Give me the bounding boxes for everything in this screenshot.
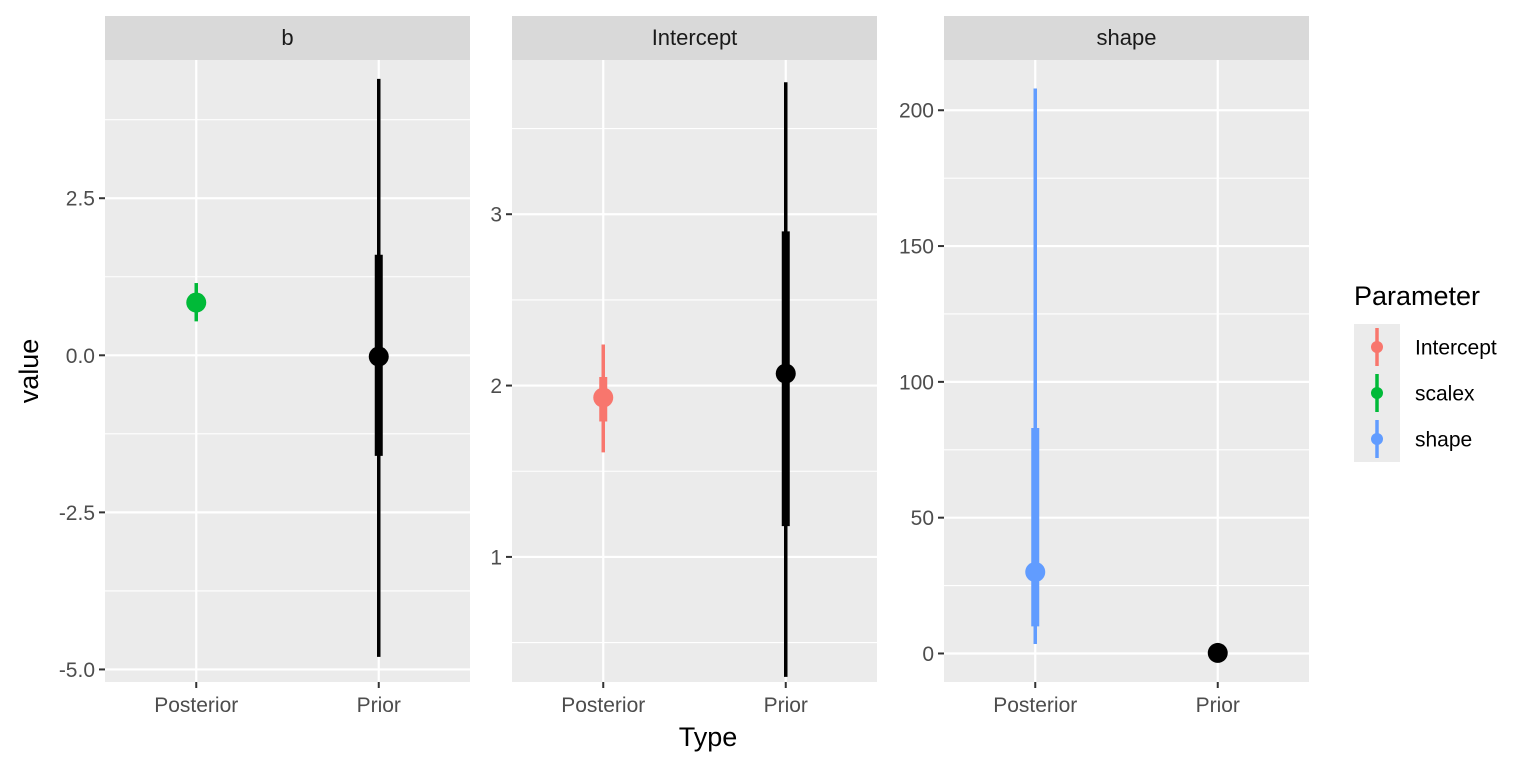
y-tick-label: 2.5 [66, 188, 95, 211]
x-tick-label: Posterior [993, 694, 1077, 717]
y-tick-label: 100 [899, 371, 934, 394]
x-tick-label: Posterior [561, 694, 645, 717]
median-point [1025, 561, 1046, 582]
legend-title: Parameter [1354, 281, 1480, 311]
panel-background [944, 60, 1309, 682]
x-tick-label: Posterior [154, 694, 238, 717]
median-point [368, 346, 389, 367]
median-point [1207, 642, 1228, 663]
y-tick-label: -2.5 [59, 502, 95, 525]
y-tick-label: -5.0 [59, 659, 95, 682]
strip-label: shape [1097, 25, 1157, 50]
x-tick-label: Prior [1196, 694, 1240, 717]
strip-background [512, 16, 877, 60]
panel-shape: shape 0 50 100 150 200 Posterior Prior [899, 16, 1309, 717]
strip-background [944, 16, 1309, 60]
strip-label: Intercept [652, 25, 738, 50]
x-tick-label: Prior [764, 694, 808, 717]
y-axis-title: value [14, 339, 44, 404]
x-tick-label: Prior [357, 694, 401, 717]
panel-background [512, 60, 877, 682]
y-tick-label: 2 [490, 375, 502, 398]
y-tick-label: 1 [490, 546, 502, 569]
y-tick-label: 50 [911, 507, 934, 530]
y-tick-label: 3 [490, 204, 502, 227]
legend-label: scalex [1415, 383, 1475, 406]
y-tick-label: 0 [922, 643, 934, 666]
legend-key-point [1371, 341, 1383, 353]
y-tick-label: 200 [899, 100, 934, 123]
median-point [186, 292, 207, 313]
panel-background [105, 60, 470, 682]
y-tick-label: 0.0 [66, 345, 95, 368]
legend-key-point [1371, 433, 1383, 445]
legend: Parameter Intercept scalex shape [1354, 281, 1497, 462]
strip-label: b [281, 25, 293, 50]
legend-label: Intercept [1415, 337, 1497, 360]
x-axis-title: Type [679, 722, 738, 752]
median-point [593, 387, 614, 408]
median-point [775, 363, 796, 384]
y-tick-label: 150 [899, 236, 934, 259]
strip-background [105, 16, 470, 60]
legend-key-point [1371, 387, 1383, 399]
legend-label: shape [1415, 429, 1472, 452]
facet-panels: b -5.0 -2.5 0.0 2.5 Posterior Prior Intercept 1 2… [59, 16, 1309, 717]
panel-b: b -5.0 -2.5 0.0 2.5 Posterior Prior [59, 16, 470, 717]
panel-Intercept: Intercept 1 2 3 Posterior Prior [490, 16, 877, 717]
